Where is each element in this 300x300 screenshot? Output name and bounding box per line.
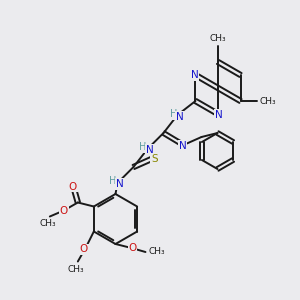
Text: O: O [128, 243, 136, 253]
Text: H: H [139, 142, 146, 152]
Text: CH₃: CH₃ [148, 248, 165, 256]
Text: O: O [69, 182, 77, 191]
Text: O: O [80, 244, 88, 254]
Text: N: N [215, 110, 223, 120]
Text: CH₃: CH₃ [68, 266, 84, 274]
Text: CH₃: CH₃ [260, 97, 276, 106]
Text: H: H [109, 176, 116, 186]
Text: CH₃: CH₃ [40, 218, 56, 227]
Text: O: O [60, 206, 68, 215]
Text: CH₃: CH₃ [210, 34, 226, 43]
Text: N: N [176, 112, 183, 122]
Text: N: N [116, 179, 123, 189]
Text: N: N [190, 70, 198, 80]
Text: S: S [151, 154, 158, 164]
Text: N: N [146, 145, 153, 155]
Text: N: N [178, 141, 186, 151]
Text: H: H [170, 109, 177, 119]
